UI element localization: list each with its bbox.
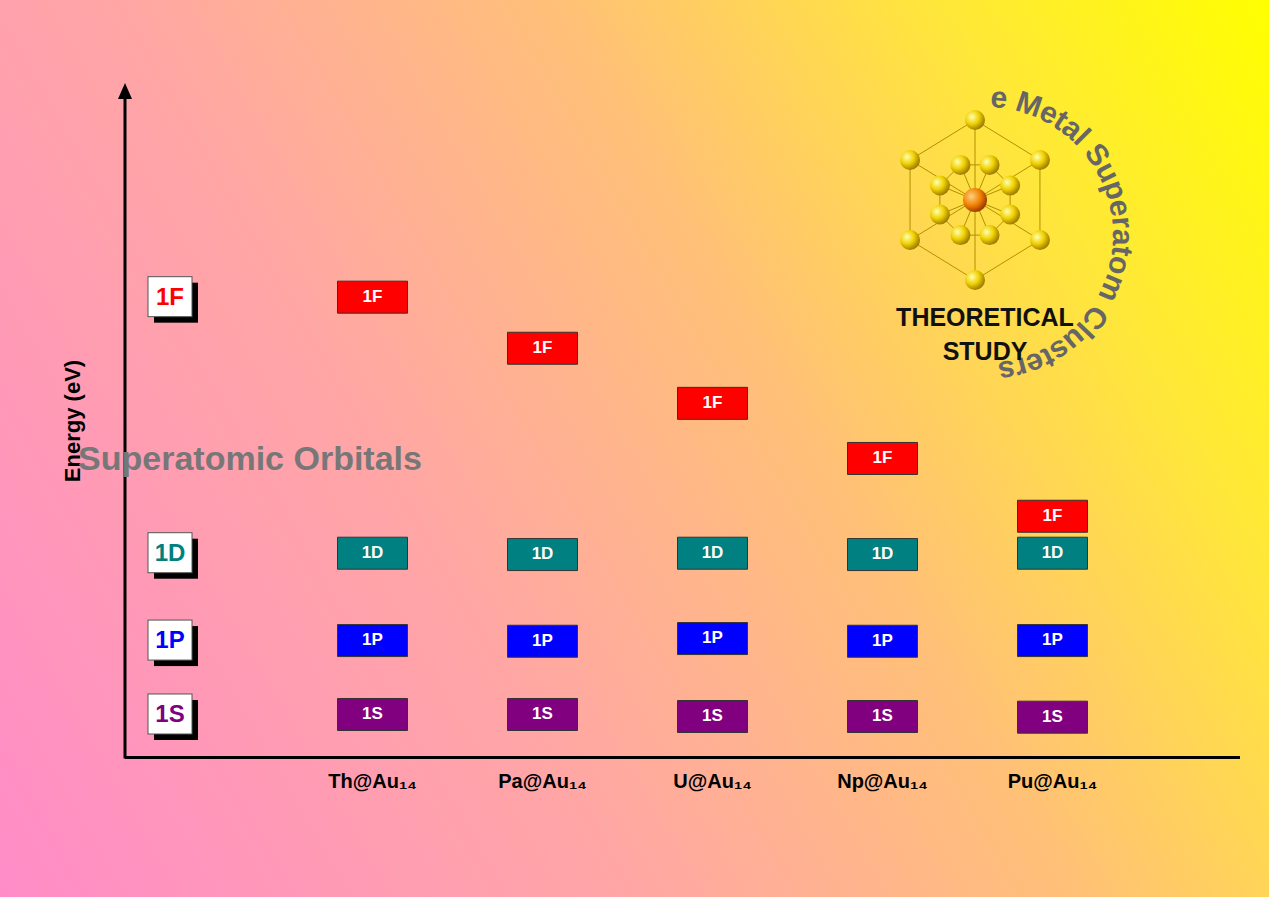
svg-text:1P: 1P <box>1042 630 1063 649</box>
svg-text:1S: 1S <box>872 706 893 725</box>
svg-text:1F: 1F <box>703 393 723 412</box>
svg-text:1S: 1S <box>155 700 184 727</box>
svg-text:1S: 1S <box>1042 707 1063 726</box>
svg-text:Superatomic Orbitals: Superatomic Orbitals <box>78 439 422 477</box>
svg-text:Pa@Au₁₄: Pa@Au₁₄ <box>498 770 586 792</box>
svg-text:STUDY: STUDY <box>943 337 1028 365</box>
svg-text:Pu@Au₁₄: Pu@Au₁₄ <box>1008 770 1098 792</box>
svg-text:1F: 1F <box>873 448 893 467</box>
svg-text:1S: 1S <box>532 704 553 723</box>
svg-text:1P: 1P <box>532 631 553 650</box>
svg-text:U@Au₁₄: U@Au₁₄ <box>673 770 751 792</box>
svg-text:Th@Au₁₄: Th@Au₁₄ <box>328 770 416 792</box>
svg-text:1D: 1D <box>1042 543 1064 562</box>
svg-text:1D: 1D <box>362 543 384 562</box>
svg-text:Energy (eV): Energy (eV) <box>60 359 85 483</box>
svg-text:1P: 1P <box>872 631 893 650</box>
svg-text:THEORETICAL: THEORETICAL <box>896 303 1074 331</box>
svg-text:Actinide-embedded Coinage Meta: Actinide-embedded Coinage Metal Superato… <box>0 0 1140 389</box>
svg-text:1F: 1F <box>533 338 553 357</box>
svg-text:1P: 1P <box>362 630 383 649</box>
svg-text:1S: 1S <box>362 704 383 723</box>
svg-text:1F: 1F <box>1043 506 1063 525</box>
svg-text:1D: 1D <box>532 544 554 563</box>
svg-text:1P: 1P <box>702 628 723 647</box>
svg-text:1S: 1S <box>702 706 723 725</box>
svg-text:1F: 1F <box>156 283 184 310</box>
svg-text:1D: 1D <box>155 539 186 566</box>
svg-text:1D: 1D <box>702 543 724 562</box>
svg-text:1P: 1P <box>155 626 184 653</box>
svg-text:Np@Au₁₄: Np@Au₁₄ <box>837 770 928 792</box>
svg-text:1D: 1D <box>872 544 894 563</box>
svg-text:1F: 1F <box>363 287 383 306</box>
